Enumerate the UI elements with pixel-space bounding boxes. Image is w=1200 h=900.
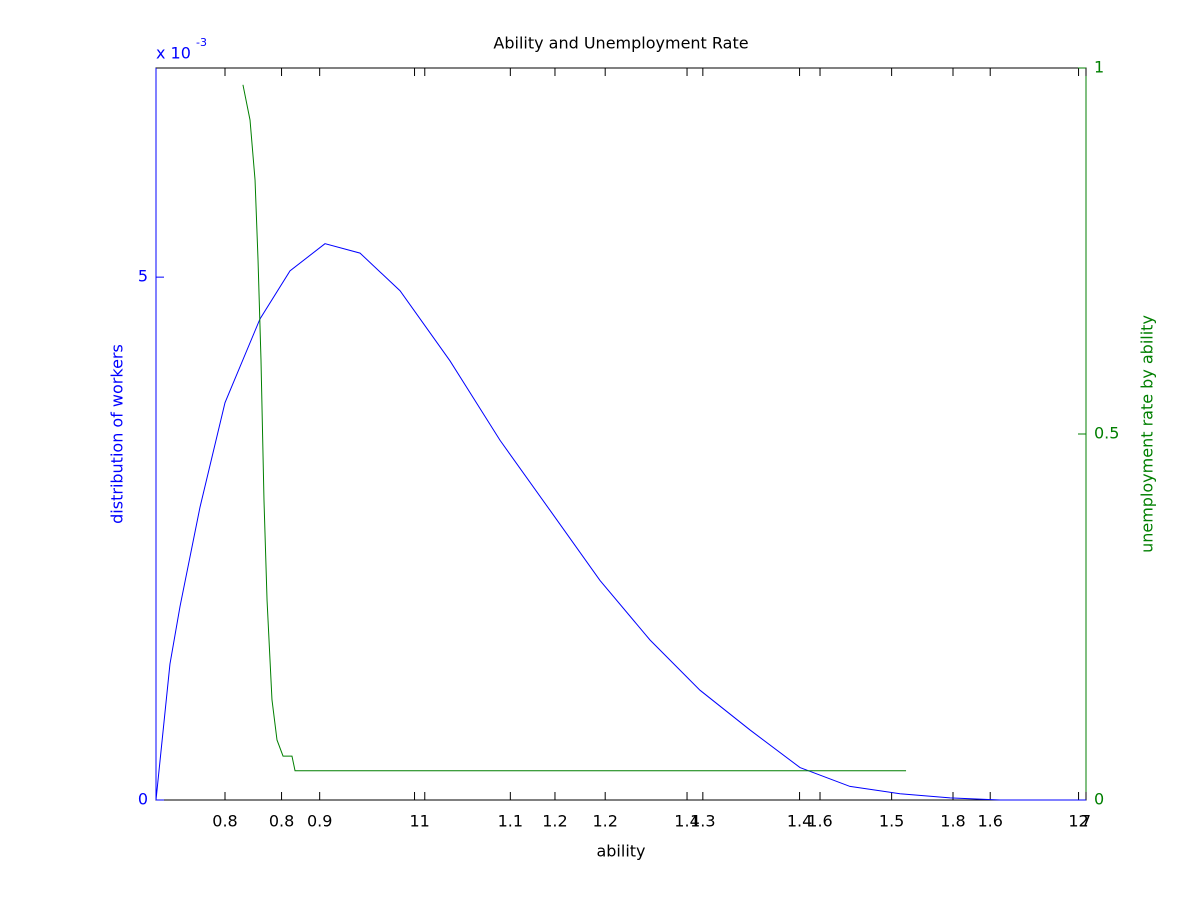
y-multiplier: x 10 xyxy=(156,44,191,63)
x-tick-label: 1.8 xyxy=(940,812,965,831)
x-tick-label: 0.8 xyxy=(269,812,294,831)
x-tick-label: 12 xyxy=(1068,812,1088,831)
x-tick-label: 1.1 xyxy=(498,812,523,831)
y-multiplier-exponent: -3 xyxy=(196,36,207,49)
x-tick-label: 1.6 xyxy=(977,812,1002,831)
y2-tick-label: 0 xyxy=(1094,790,1104,809)
y2-tick-label: 0.5 xyxy=(1094,424,1119,443)
x-tick-label: 1.5 xyxy=(879,812,904,831)
chart-title: Ability and Unemployment Rate xyxy=(493,34,748,53)
x-tick-label: 7 xyxy=(1081,812,1091,831)
x-tick-label: 1.3 xyxy=(690,812,715,831)
x-tick-label: 0.9 xyxy=(307,812,332,831)
y-tick-label: 5 xyxy=(138,267,148,286)
x-tick-label: 1 xyxy=(409,812,419,831)
series-line xyxy=(155,243,1086,801)
x-tick-label: 1.4 xyxy=(674,812,699,831)
x-tick-label: 0.8 xyxy=(212,812,237,831)
x-axis-label: ability xyxy=(596,842,645,861)
x-tick-label: 1 xyxy=(420,812,430,831)
x-tick-label: 1.6 xyxy=(807,812,832,831)
x-tick-label: 1.4 xyxy=(787,812,812,831)
y-tick-label: 0 xyxy=(138,790,148,809)
x-tick-label: 1.2 xyxy=(542,812,567,831)
y2-tick-label: 1 xyxy=(1094,58,1104,77)
plot-frame xyxy=(155,67,1087,801)
series-line xyxy=(242,84,907,772)
y-axis-label: distribution of workers xyxy=(108,344,127,524)
y2-axis-label: unemployment rate by ability xyxy=(1138,315,1157,553)
x-tick-label: 1.2 xyxy=(592,812,617,831)
